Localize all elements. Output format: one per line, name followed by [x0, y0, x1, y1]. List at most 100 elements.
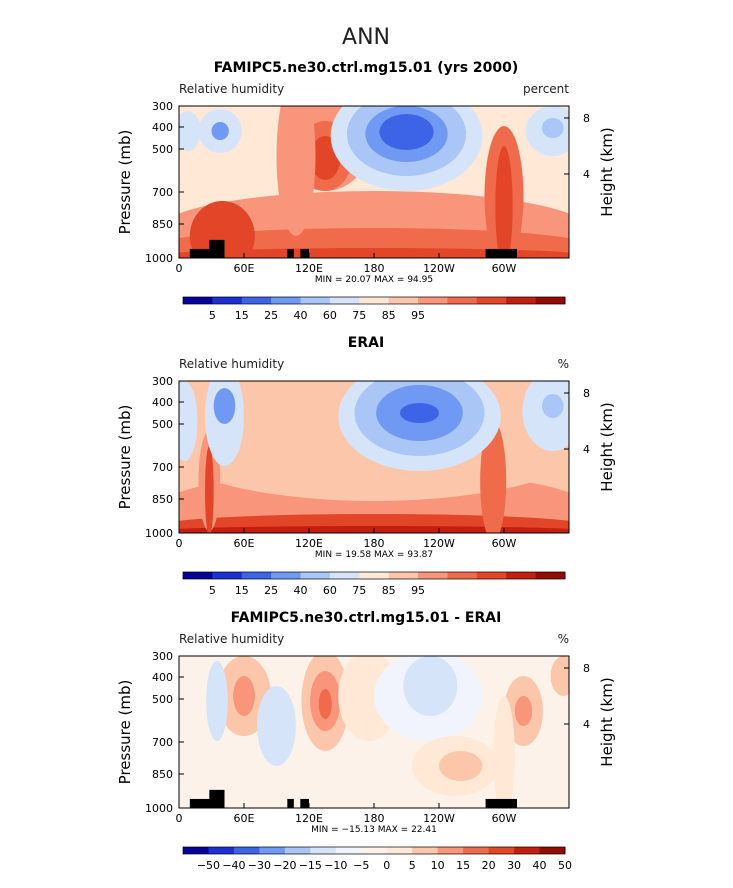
colorbar-swatch [271, 572, 302, 579]
contour-region [541, 118, 564, 138]
y-tick-label: 500 [152, 693, 173, 706]
x-tick-label: 120W [423, 537, 455, 550]
colorbar-swatch [183, 847, 209, 854]
colorbar-swatch [437, 847, 464, 854]
contour-region [514, 696, 533, 726]
x-tick-label: 180 [364, 262, 385, 275]
colorbar-swatch [212, 297, 243, 304]
y-tick-label: 300 [152, 375, 173, 388]
colorbar-swatch [476, 297, 507, 304]
min-max-label: MIN = 19.58 MAX = 93.87 [315, 550, 433, 560]
colorbar-swatch [418, 572, 448, 579]
x-tick-label: 0 [176, 537, 183, 550]
colorbar-swatch [488, 847, 515, 854]
y-right-tick-label: 8 [583, 387, 590, 400]
contour-region [495, 146, 513, 258]
variable-label: Relative humidity [179, 632, 284, 646]
colorbar-label: 25 [264, 309, 278, 322]
x-tick-label: 120W [423, 812, 455, 825]
colorbar-label: 25 [264, 584, 278, 597]
colorbar-label: 75 [352, 584, 366, 597]
land-mask [485, 248, 517, 258]
units-label: % [558, 357, 569, 371]
panel-title: ERAI [348, 335, 384, 351]
colorbar-label: −10 [324, 859, 347, 872]
contour-region [189, 201, 255, 258]
x-tick-label: 60W [492, 537, 517, 550]
contour-region [550, 656, 569, 696]
season-title: ANN [342, 25, 390, 50]
colorbar-swatch [412, 847, 439, 854]
colorbar-label: 85 [382, 309, 396, 322]
land-mask [287, 798, 294, 808]
colorbar-label: 75 [352, 309, 366, 322]
colorbar-label: −50 [197, 859, 220, 872]
colorbar-label: 5 [409, 859, 416, 872]
y-right-tick-label: 8 [583, 112, 590, 125]
colorbar-label: 5 [209, 584, 216, 597]
colorbar-swatch [208, 847, 235, 854]
colorbar-swatch [259, 847, 286, 854]
x-tick-label: 60E [234, 812, 255, 825]
colorbar-frame [182, 846, 566, 855]
x-tick-label: 60W [492, 262, 517, 275]
land-mask [209, 789, 225, 808]
y-right-tick-label: 4 [583, 718, 590, 731]
y-tick-label: 500 [152, 143, 173, 156]
contour-region [257, 686, 296, 766]
colorbar-swatch [183, 572, 213, 579]
x-tick-label: 0 [176, 262, 183, 275]
x-tick-label: 0 [176, 812, 183, 825]
y-right-tick-label: 4 [583, 443, 590, 456]
colorbar-swatch [539, 847, 566, 854]
colorbar-label: 40 [294, 309, 308, 322]
colorbar-label: 60 [323, 309, 337, 322]
colorbar-label: −40 [222, 859, 245, 872]
colorbar-label: 15 [235, 584, 249, 597]
y-tick-label: 850 [152, 768, 173, 781]
colorbar-swatch [271, 297, 302, 304]
colorbar-swatch [284, 847, 311, 854]
colorbar-label: 95 [411, 309, 425, 322]
colorbar-swatch [447, 297, 478, 304]
y-tick-label: 850 [152, 218, 173, 231]
y-tick-label: 500 [152, 418, 173, 431]
y-tick-label: 700 [152, 736, 173, 749]
colorbar-frame [182, 296, 566, 305]
colorbar-swatch [535, 572, 566, 579]
y-tick-label: 400 [152, 121, 173, 134]
colorbar-swatch [388, 572, 419, 579]
colorbar-swatch [463, 847, 490, 854]
x-tick-label: 120E [295, 812, 323, 825]
land-mask [300, 248, 309, 258]
colorbar-swatch [506, 297, 537, 304]
units-label: percent [523, 82, 569, 96]
colorbar-label: 15 [235, 309, 249, 322]
min-max-label: MIN = 20.07 MAX = 94.95 [315, 275, 433, 285]
y-right-axis-label: Height (km) [598, 127, 616, 216]
y-right-axis-label: Height (km) [598, 402, 616, 491]
colorbar-swatch [335, 847, 362, 854]
colorbar-swatch [535, 297, 566, 304]
contour-region [493, 696, 515, 808]
y-tick-label: 400 [152, 396, 173, 409]
colorbar-swatch [241, 572, 272, 579]
colorbar-label: −5 [353, 859, 369, 872]
contour-field [179, 381, 569, 533]
y-tick-label: 700 [152, 461, 173, 474]
colorbar-swatch [386, 847, 413, 854]
land-mask [300, 798, 309, 808]
contour-region [400, 403, 439, 423]
colorbar-swatch [183, 297, 213, 304]
y-axis-label: Pressure (mb) [116, 130, 134, 235]
colorbar-swatch [361, 847, 388, 854]
colorbar-swatch [359, 297, 390, 304]
y-axis-label: Pressure (mb) [116, 405, 134, 510]
colorbar-label: 85 [382, 584, 396, 597]
colorbar-swatch [329, 572, 360, 579]
variable-label: Relative humidity [179, 357, 284, 371]
x-tick-label: 60W [492, 812, 517, 825]
y-tick-label: 1000 [145, 252, 173, 265]
units-label: % [558, 632, 569, 646]
contour-field [179, 106, 569, 258]
